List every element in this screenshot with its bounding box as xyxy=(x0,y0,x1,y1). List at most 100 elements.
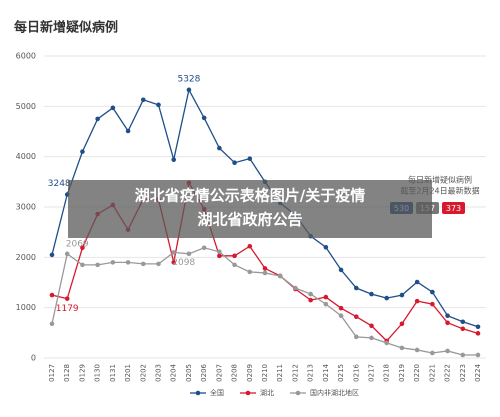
point xyxy=(430,301,435,307)
point xyxy=(369,291,374,297)
point xyxy=(384,295,390,301)
point xyxy=(80,245,85,251)
x-tick-label: 0221 xyxy=(428,364,436,382)
point xyxy=(353,285,359,291)
x-tick-label: 0201 xyxy=(124,364,132,382)
point xyxy=(232,262,237,268)
point xyxy=(399,321,405,327)
x-tick-label: 0223 xyxy=(459,364,467,382)
point xyxy=(110,105,116,111)
legend-label: 国内非湖北地区 xyxy=(310,388,359,397)
x-tick-label: 0129 xyxy=(78,364,86,382)
point xyxy=(232,160,237,166)
point xyxy=(308,291,313,297)
point xyxy=(64,251,70,257)
point xyxy=(49,321,55,327)
x-tick-label: 0130 xyxy=(94,364,102,382)
point xyxy=(232,253,237,259)
point xyxy=(338,305,344,311)
point xyxy=(49,292,55,298)
x-tick-label: 0128 xyxy=(63,364,71,382)
point xyxy=(125,128,131,134)
x-tick-label: 0217 xyxy=(368,364,376,382)
point xyxy=(125,260,131,265)
x-tick-label: 0209 xyxy=(246,364,254,382)
x-tick-label: 0207 xyxy=(215,364,223,382)
point xyxy=(369,323,374,329)
x-tick-label: 0218 xyxy=(383,364,391,382)
point xyxy=(475,352,481,358)
point xyxy=(308,297,313,303)
point xyxy=(262,266,268,271)
point xyxy=(460,319,466,325)
point xyxy=(369,335,374,341)
x-tick-label: 0204 xyxy=(170,363,178,381)
point xyxy=(414,347,420,353)
point xyxy=(445,348,450,354)
point xyxy=(338,313,344,319)
chart-title: 每日新增疑似病例 xyxy=(14,20,118,36)
point xyxy=(475,324,481,330)
legend-label: 湖北 xyxy=(260,388,274,397)
x-tick-label: 0220 xyxy=(413,364,421,382)
point xyxy=(186,251,192,257)
point xyxy=(353,334,359,340)
point xyxy=(80,149,85,154)
data-label: 2098 xyxy=(172,258,195,268)
point xyxy=(323,244,329,250)
point xyxy=(201,115,207,121)
x-tick-label: 0202 xyxy=(139,364,147,382)
point xyxy=(247,243,253,249)
point xyxy=(95,116,100,122)
point xyxy=(247,269,253,275)
data-label: 1179 xyxy=(56,304,79,314)
point xyxy=(460,326,466,332)
point xyxy=(217,249,222,255)
x-tick-label: 0216 xyxy=(352,363,360,381)
point xyxy=(49,252,55,258)
summary-subtitle: 截至2月24日最新数据 xyxy=(400,186,479,196)
point xyxy=(399,292,405,298)
y-tick-label: 2000 xyxy=(16,253,36,262)
point xyxy=(201,245,207,251)
point xyxy=(323,294,329,300)
y-tick-label: 5000 xyxy=(16,102,36,111)
point xyxy=(247,156,253,161)
y-tick-label: 0 xyxy=(31,354,36,363)
point xyxy=(445,320,450,326)
point xyxy=(171,250,177,255)
point xyxy=(353,314,359,320)
y-tick-label: 1000 xyxy=(16,303,36,312)
y-tick-label: 6000 xyxy=(16,52,36,61)
summary-value: 373 xyxy=(446,204,461,213)
legend-marker xyxy=(195,390,201,396)
x-tick-label: 0127 xyxy=(48,364,56,382)
x-tick-label: 0211 xyxy=(276,364,284,382)
point xyxy=(156,261,161,267)
point xyxy=(217,145,222,151)
point xyxy=(140,261,146,267)
x-tick-label: 0208 xyxy=(231,364,239,382)
point xyxy=(475,331,481,336)
data-label: 5328 xyxy=(177,74,200,84)
point xyxy=(171,157,177,162)
point xyxy=(217,253,222,259)
overlay-banner xyxy=(68,180,432,238)
point xyxy=(156,102,161,108)
x-tick-label: 0219 xyxy=(398,364,406,382)
point xyxy=(293,285,298,291)
x-tick-label: 0222 xyxy=(444,364,452,382)
y-tick-label: 4000 xyxy=(16,152,36,161)
point xyxy=(399,345,405,351)
summary-badge xyxy=(442,202,465,214)
point xyxy=(338,267,344,273)
x-tick-label: 0224 xyxy=(474,363,482,381)
point xyxy=(262,270,268,276)
point xyxy=(95,262,100,268)
x-tick-label: 0131 xyxy=(109,364,117,382)
x-tick-label: 0215 xyxy=(337,364,345,382)
x-tick-label: 0206 xyxy=(200,363,208,381)
x-tick-label: 0205 xyxy=(185,364,193,382)
point xyxy=(384,340,390,346)
point xyxy=(414,298,420,304)
